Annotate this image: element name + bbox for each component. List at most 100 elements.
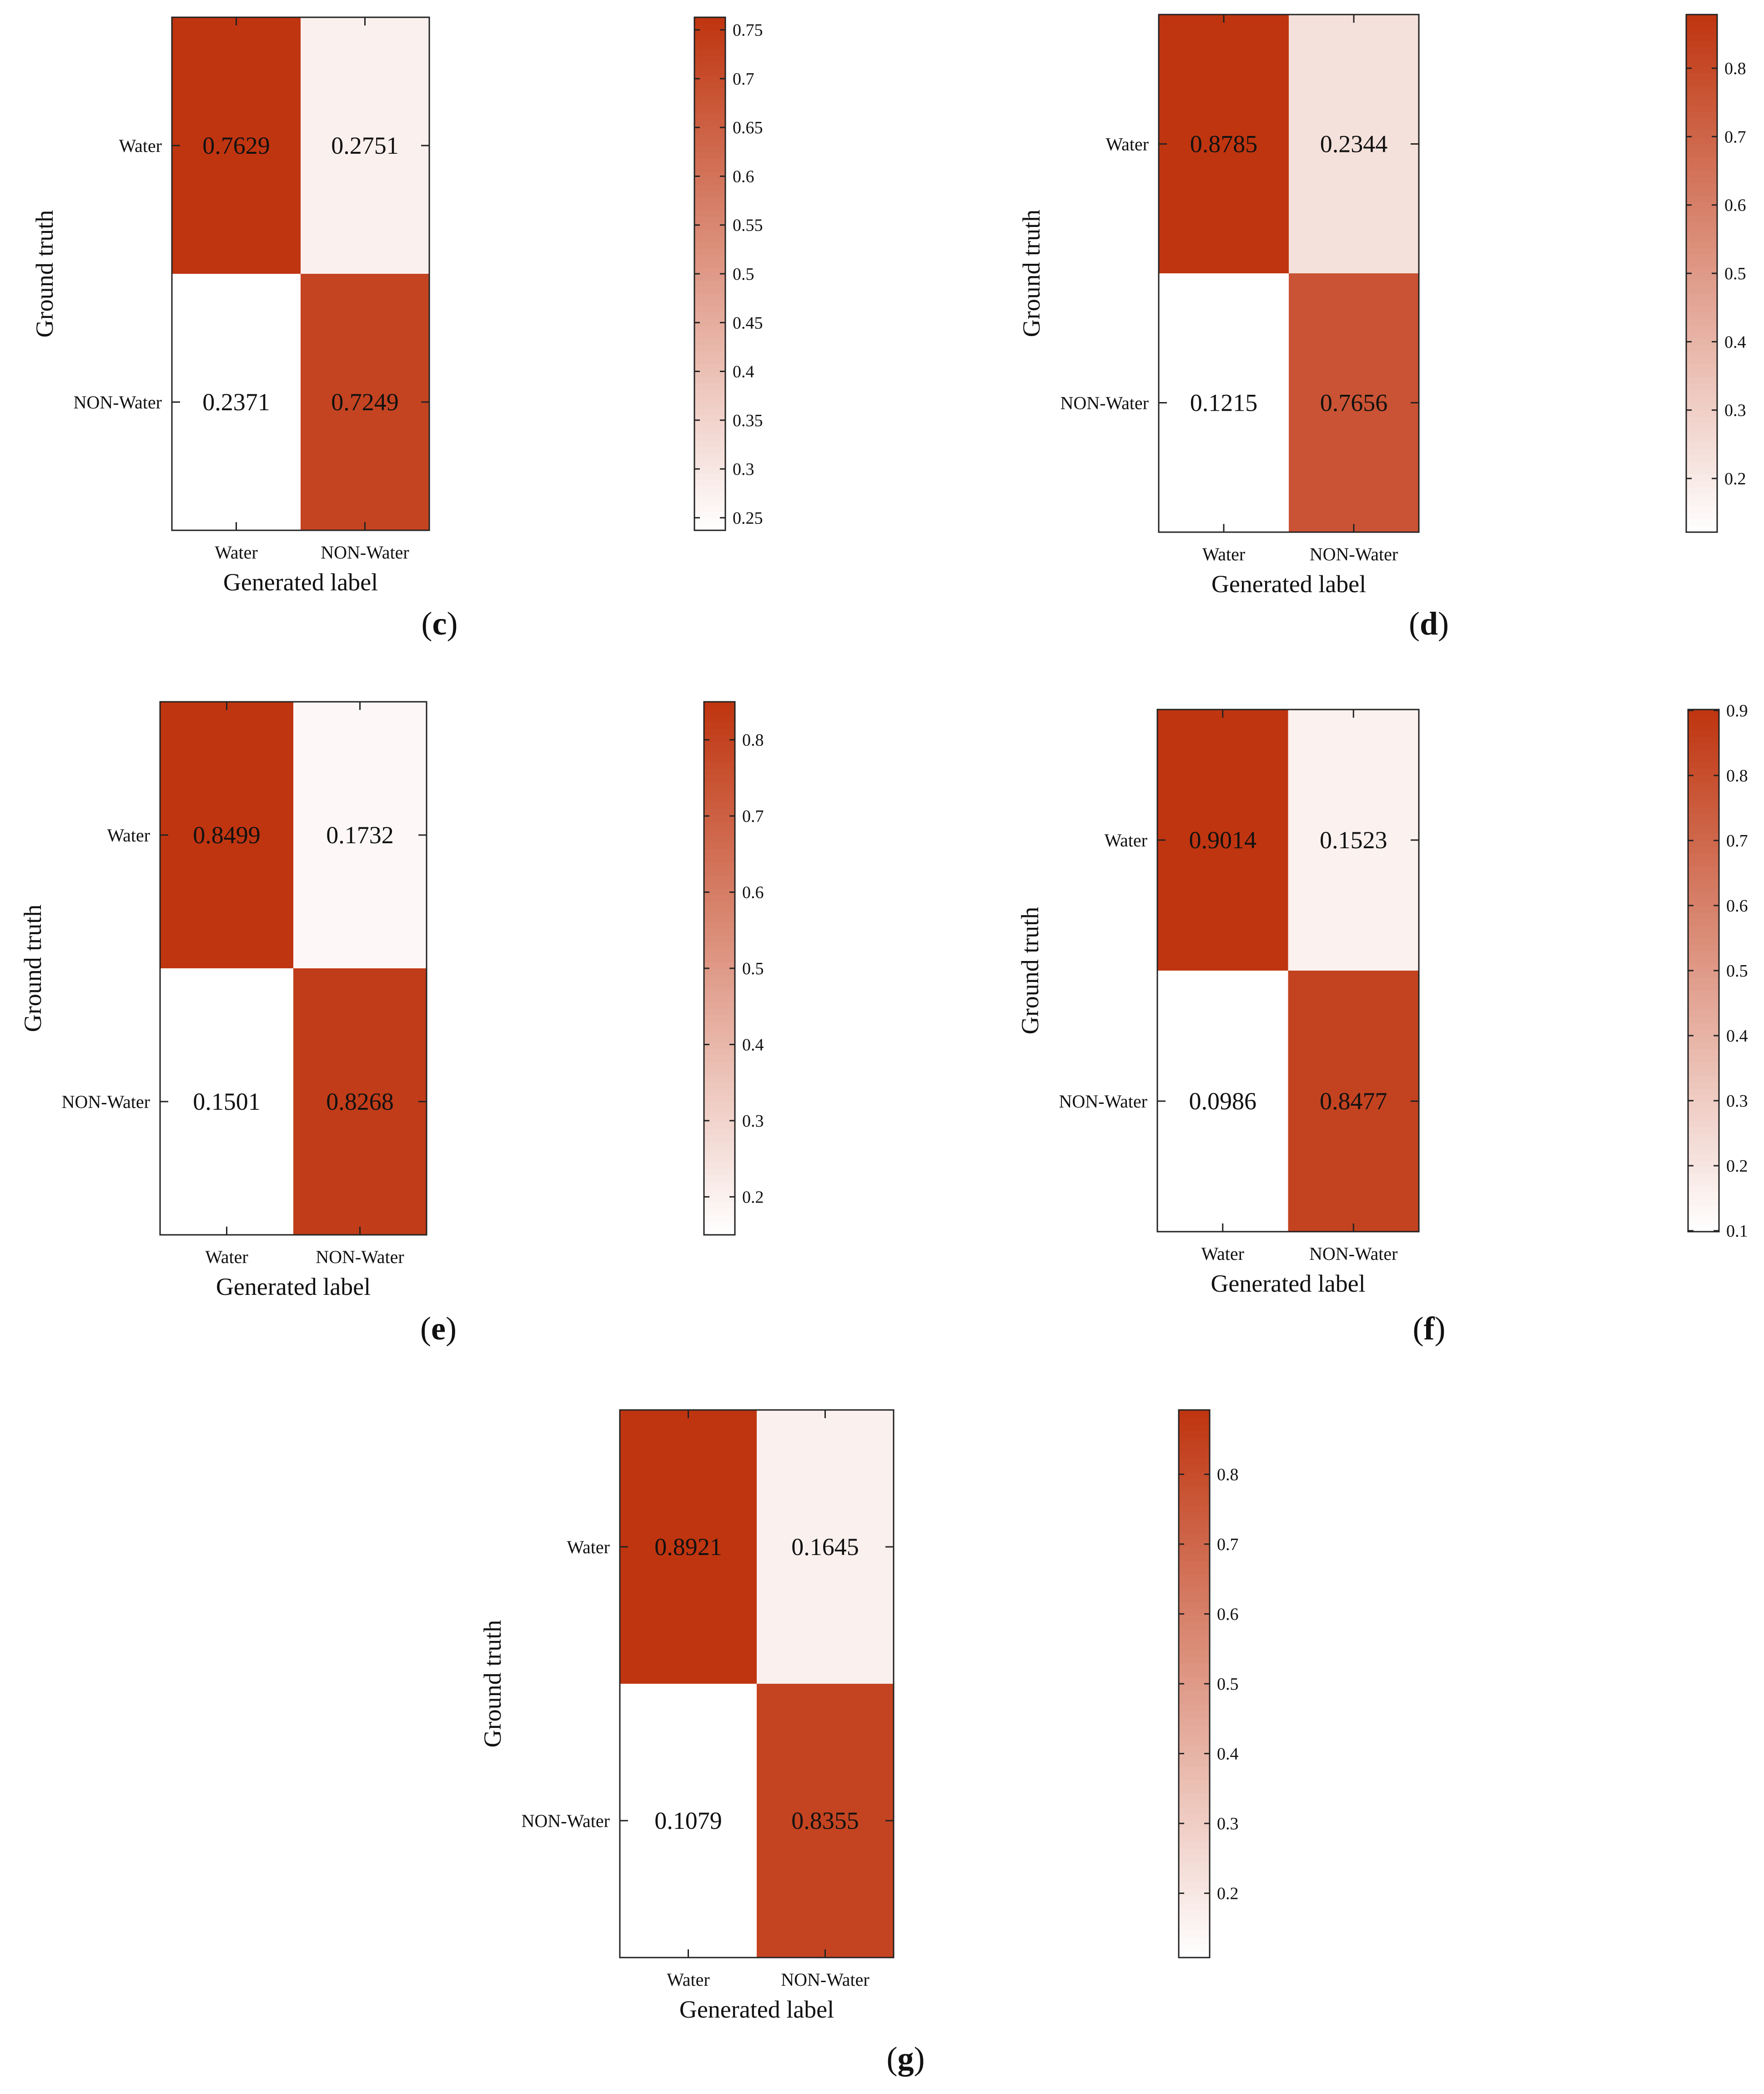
cell-value-0-0: 0.9014 (1189, 826, 1257, 854)
colorbar-segment (704, 1201, 735, 1209)
colorbar-segment (1179, 1725, 1210, 1732)
colorbar-segment (1688, 977, 1719, 984)
colorbar-segment (1179, 1458, 1210, 1465)
colorbar-segment (694, 357, 725, 364)
colorbar-segment (704, 1015, 735, 1022)
colorbar-segment (704, 1068, 735, 1076)
colorbar-segment (1686, 306, 1717, 313)
colorbar-segment (694, 524, 725, 531)
x-axis-label: Generated label (679, 1996, 834, 2023)
colorbar-segment (1179, 1943, 1210, 1951)
cell-1-1 (301, 274, 429, 530)
colorbar-segment (694, 17, 725, 25)
colorbar-segment (704, 741, 735, 749)
colorbar-segment (704, 935, 735, 942)
colorbar-segment (704, 1128, 735, 1136)
colorbar-segment (1686, 260, 1717, 267)
colorbar-segment (1179, 1875, 1210, 1883)
colorbar-tick-label: 0.8 (742, 731, 764, 750)
cell-value-0-1: 0.1732 (326, 821, 394, 849)
colorbar-segment (704, 1121, 735, 1129)
x-axis-label: Generated label (223, 569, 378, 596)
colorbar-segment (1686, 370, 1717, 378)
colorbar-segment (1179, 1752, 1210, 1760)
cell-value-1-0: 0.1215 (1190, 389, 1258, 417)
colorbar-tick-label: 0.6 (742, 883, 764, 902)
cell-0-0 (160, 702, 293, 968)
colorbar-segment (704, 835, 735, 842)
colorbar-segment (1688, 1094, 1719, 1102)
colorbar-segment (1179, 1718, 1210, 1726)
colorbar-segment (1686, 525, 1717, 533)
colorbar-segment (704, 1028, 735, 1036)
colorbar-segment (1179, 1855, 1210, 1862)
colorbar-segment (694, 158, 725, 166)
colorbar-segment (694, 171, 725, 178)
colorbar-segment (1686, 254, 1717, 261)
colorbar-segment (1686, 344, 1717, 352)
colorbar-segment (1688, 781, 1719, 789)
cell-0-1 (757, 1410, 894, 1684)
colorbar-segment (694, 504, 725, 512)
colorbar-segment (694, 287, 725, 294)
colorbar-segment (1688, 1179, 1719, 1187)
colorbar-segment (1688, 886, 1719, 893)
colorbar-segment (1686, 137, 1717, 145)
colorbar-segment (1688, 768, 1719, 775)
colorbar-tick-label: 0.5 (1217, 1675, 1239, 1694)
colorbar-segment (704, 708, 735, 716)
y-tick-label: Water (1106, 134, 1149, 155)
colorbar-segment (1686, 92, 1717, 99)
colorbar-segment (694, 210, 725, 217)
colorbar-segment (1688, 1199, 1719, 1206)
colorbar-segment (1179, 1745, 1210, 1753)
y-axis-label: Ground truth (1016, 907, 1044, 1034)
cell-value-1-1: 0.7656 (1320, 389, 1388, 417)
colorbar-segment (1688, 1022, 1719, 1030)
colorbar-segment (1179, 1807, 1210, 1814)
colorbar-segment (1686, 454, 1717, 462)
colorbar-segment (694, 331, 725, 338)
colorbar-segment (1688, 866, 1719, 873)
colorbar-segment (1686, 111, 1717, 119)
colorbar-tick-label: 0.4 (733, 362, 754, 382)
colorbar-segment (704, 1115, 735, 1122)
colorbar-segment (1686, 79, 1717, 86)
colorbar-segment (1179, 1889, 1210, 1897)
colorbar-tick-label: 0.6 (1726, 896, 1748, 916)
colorbar-segment (1688, 794, 1719, 801)
colorbar-segment (694, 402, 725, 409)
colorbar-segment (694, 338, 725, 345)
colorbar-segment (704, 982, 735, 989)
colorbar-segment (704, 888, 735, 896)
colorbar-segment (1688, 1192, 1719, 1200)
colorbar-segment (1179, 1732, 1210, 1739)
colorbar-segment (1686, 357, 1717, 365)
colorbar-segment (694, 395, 725, 403)
colorbar-segment (704, 748, 735, 756)
colorbar-segment (694, 30, 725, 37)
y-tick-label: Water (567, 1537, 610, 1557)
cell-1-0 (620, 1684, 757, 1958)
colorbar-segment (694, 254, 725, 262)
colorbar-segment (1686, 513, 1717, 520)
colorbar-segment (1686, 131, 1717, 138)
colorbar-segment (1179, 1766, 1210, 1773)
colorbar-segment (1688, 1153, 1719, 1161)
colorbar-segment (1686, 40, 1717, 48)
colorbar-segment (1686, 473, 1717, 481)
colorbar-segment (1686, 124, 1717, 132)
colorbar-segment (1688, 755, 1719, 762)
colorbar-segment (1688, 971, 1719, 978)
colorbar-segment (1688, 1160, 1719, 1167)
colorbar-segment (1179, 1697, 1210, 1705)
x-tick-label: NON-Water (316, 1247, 404, 1267)
cell-0-1 (1289, 15, 1419, 273)
colorbar-segment (1686, 332, 1717, 339)
colorbar-segment (694, 68, 725, 76)
colorbar-segment (1686, 292, 1717, 300)
colorbar-segment (1688, 1029, 1719, 1037)
colorbar-segment (694, 453, 725, 460)
colorbar-segment (1686, 441, 1717, 449)
